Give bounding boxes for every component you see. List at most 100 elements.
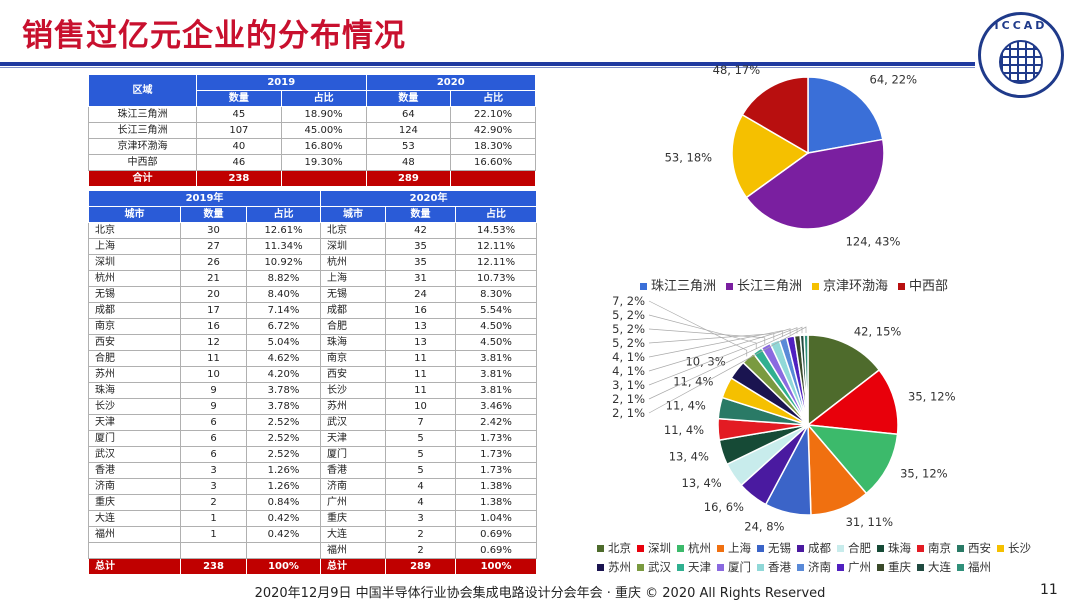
- legend-swatch-icon: [837, 564, 844, 571]
- legend-item: 杭州: [677, 540, 711, 556]
- legend-item: 深圳: [637, 540, 671, 556]
- table-row: 合肥 11 4.62% 南京 11 3.81%: [88, 350, 538, 367]
- header-row: 区域 2019 2020: [88, 74, 536, 107]
- data-label: 53, 18%: [665, 151, 713, 165]
- pie-slice-深圳: [806, 368, 899, 436]
- city-legend-row-2: 苏州 武汉 天津 厦门 香港 济南 广州 重庆 大连 福州: [597, 559, 991, 575]
- pie-slice-京津环渤海: [731, 113, 810, 199]
- legend-label: 珠江三角洲: [651, 279, 717, 294]
- table-row: 深圳 26 10.92% 杭州 35 12.11%: [88, 254, 538, 271]
- pie-slice-长江三角洲: [745, 138, 885, 230]
- leader-line: [648, 333, 775, 344]
- table-cell: 城市: [320, 206, 387, 223]
- legend-item: 珠海: [877, 540, 911, 556]
- table-cell: 区域: [88, 74, 197, 107]
- legend-label: 厦门: [728, 560, 751, 574]
- legend-swatch-icon: [957, 564, 964, 571]
- legend-swatch-icon: [597, 545, 604, 552]
- table-row: 中西部 46 19.30% 48 16.60%: [88, 154, 536, 171]
- table-cell: 289: [385, 558, 457, 575]
- legend-swatch-icon: [717, 545, 724, 552]
- table-row: 武汉 6 2.52% 厦门 5 1.73%: [88, 446, 538, 463]
- pie-slice-杭州: [806, 424, 899, 495]
- legend-label: 苏州: [608, 560, 631, 574]
- table-cell: [450, 170, 536, 187]
- legend-item: 上海: [717, 540, 751, 556]
- legend-item: 合肥: [837, 540, 871, 556]
- data-label: 5, 2%: [612, 308, 645, 322]
- table-row: 厦门 6 2.52% 天津 5 1.73%: [88, 430, 538, 447]
- legend-item: 福州: [957, 559, 991, 575]
- header-row: 2019年 2020年: [87, 190, 538, 207]
- table-cell: 占比: [450, 90, 536, 107]
- legend-swatch-icon: [797, 564, 804, 571]
- total-row: 合计 238 289: [88, 170, 536, 187]
- pie-slice-福州: [803, 334, 809, 426]
- table-row: 福州 1 0.42% 大连 2 0.69%: [88, 526, 538, 543]
- legend-item: 大连: [917, 559, 951, 575]
- footer: 2020年12月9日 中国半导体行业协会集成电路设计分会年会 · 重庆 © 20…: [254, 586, 826, 601]
- table-row: 西安 12 5.04% 珠海 13 4.50%: [88, 334, 538, 351]
- legend-label: 大连: [928, 560, 951, 574]
- legend-swatch-icon: [637, 545, 644, 552]
- legend-label: 中西部: [909, 279, 949, 294]
- table-cell: 2019: [196, 74, 367, 91]
- legend-item: 重庆: [877, 559, 911, 575]
- table-row: 珠江三角洲 45 18.90% 64 22.10%: [88, 106, 536, 123]
- legend-swatch-icon: [917, 545, 924, 552]
- city-table: 2019年 2020年 城市 数量 占比 城市 数量 占比 北京 30 12.61% 北京 42 14.5…: [87, 190, 538, 575]
- legend-label: 长江三角洲: [737, 279, 803, 294]
- data-label: 11, 4%: [664, 423, 704, 437]
- legend-label: 重庆: [888, 560, 911, 574]
- data-label: 31, 11%: [846, 515, 894, 529]
- legend-item: 无锡: [757, 540, 791, 556]
- table-cell: 数量: [365, 90, 452, 107]
- data-label: 35, 12%: [900, 466, 948, 480]
- table-cell: 238: [180, 558, 247, 575]
- legend-swatch-icon: [812, 283, 820, 290]
- data-label: 64, 22%: [870, 72, 918, 86]
- data-label: 16, 6%: [704, 500, 744, 514]
- table-row: 重庆 2 0.84% 广州 4 1.38%: [88, 494, 538, 511]
- legend-label: 南京: [928, 541, 951, 555]
- pie-slice-珠江三角洲: [807, 76, 884, 154]
- logo-grid-icon: [999, 40, 1043, 84]
- data-label: 11, 4%: [673, 375, 713, 389]
- table-cell: 总计: [88, 558, 181, 575]
- table-cell: 2020年: [320, 190, 538, 207]
- table-row: 苏州 10 4.20% 西安 11 3.81%: [88, 366, 538, 383]
- data-label: 5, 2%: [612, 336, 645, 350]
- legend-swatch-icon: [957, 545, 964, 552]
- data-label: 10, 3%: [685, 354, 725, 368]
- legend-swatch-icon: [757, 564, 764, 571]
- data-label: 2, 1%: [612, 392, 645, 406]
- table-cell: 城市: [88, 206, 181, 223]
- table-row: 长江三角洲 107 45.00% 124 42.90%: [88, 122, 536, 139]
- table-cell: 总计: [320, 558, 387, 575]
- legend-swatch-icon: [677, 564, 684, 571]
- page-number: 11: [1040, 582, 1058, 598]
- table-row: 无锡 20 8.40% 无锡 24 8.30%: [88, 286, 538, 303]
- legend-item: 西安: [957, 540, 991, 556]
- data-label: 7, 2%: [612, 294, 645, 308]
- legend-label: 成都: [808, 541, 831, 555]
- title-underline: [0, 62, 975, 66]
- legend-swatch-icon: [726, 283, 734, 290]
- legend-item: 厦门: [717, 559, 751, 575]
- leader-line: [648, 326, 807, 414]
- legend-swatch-icon: [917, 564, 924, 571]
- data-label: 35, 12%: [908, 390, 956, 404]
- table-row: 成都 17 7.14% 成都 16 5.54%: [88, 302, 538, 319]
- city-legend-row-1: 北京 深圳 杭州 上海 无锡 成都 合肥 珠海 南京 西安 长沙: [597, 540, 1031, 556]
- legend-label: 深圳: [648, 541, 671, 555]
- legend-item: 长沙: [997, 540, 1031, 556]
- legend-label: 北京: [608, 541, 631, 555]
- legend-swatch-icon: [877, 545, 884, 552]
- legend-item: 南京: [917, 540, 951, 556]
- legend-swatch-icon: [757, 545, 764, 552]
- data-label: 4, 1%: [612, 350, 645, 364]
- legend-label: 武汉: [648, 560, 671, 574]
- data-label: 13, 4%: [669, 450, 709, 464]
- table-cell: 2020: [365, 74, 536, 91]
